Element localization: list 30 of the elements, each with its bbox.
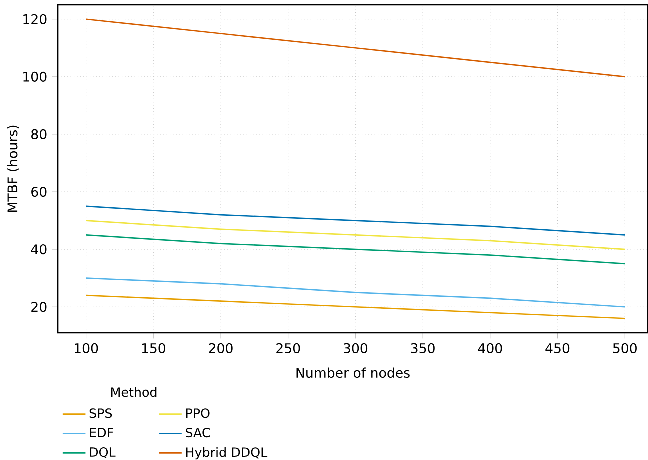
x-tick-label: 350	[411, 343, 435, 354]
y-tick-label: 80	[32, 129, 47, 140]
x-tick-label: 100	[75, 343, 98, 354]
legend-label: SPS	[90, 408, 112, 418]
x-axis-title: Number of nodes	[296, 368, 410, 378]
line-series	[86, 234, 626, 265]
y-tick-label: 100	[24, 72, 47, 82]
y-tick-label: 120	[24, 14, 47, 24]
x-tick-label: 400	[478, 343, 502, 354]
x-tick-label: 150	[142, 343, 166, 354]
line-series	[86, 18, 626, 78]
legend-label: SAC	[186, 428, 210, 438]
line-series	[86, 278, 626, 308]
x-tick-label: 500	[613, 343, 637, 354]
y-axis-title: MTBF (hours)	[7, 126, 20, 212]
y-tick-label: 60	[32, 186, 47, 198]
line-series	[86, 220, 626, 250]
x-tick-label: 200	[209, 343, 233, 354]
line-series	[86, 294, 626, 320]
legend-label: Hybrid DDQL	[186, 447, 268, 460]
line-series	[86, 206, 626, 236]
y-tick-label: 20	[32, 302, 47, 312]
y-tick-label: 40	[31, 244, 47, 255]
x-tick-label: 450	[546, 343, 570, 354]
legend-label: DQL	[90, 448, 116, 459]
legend-title: Method	[112, 387, 157, 398]
legend-label: PPO	[186, 408, 210, 418]
x-tick-label: 250	[276, 343, 300, 354]
x-tick-label: 300	[344, 343, 368, 354]
legend-label: EDF	[90, 428, 114, 438]
